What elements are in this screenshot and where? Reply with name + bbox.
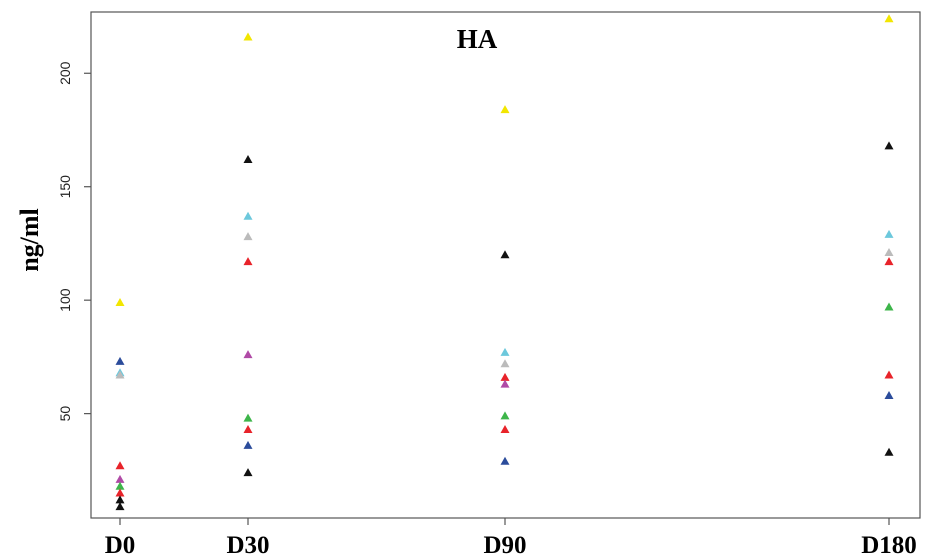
data-point-triangle [243,468,253,477]
data-point-triangle [115,370,125,379]
data-point-triangle [884,257,894,266]
data-point-triangle [884,229,894,238]
data-point-triangle [115,488,125,497]
data-point-triangle [884,390,894,399]
data-point-triangle [243,413,253,422]
data-point-triangle [115,297,125,306]
y-tick-label: 100 [57,288,73,312]
data-points [115,14,894,511]
data-point-triangle [115,502,125,511]
x-tick-label: D30 [226,532,269,559]
y-tick-label: 150 [57,175,73,199]
data-point-triangle [884,302,894,311]
data-point-triangle [115,461,125,470]
data-point-triangle [884,14,894,23]
data-point-triangle [243,232,253,241]
chart-title: HA [457,24,498,54]
data-point-triangle [243,154,253,163]
data-point-triangle [115,356,125,365]
data-point-triangle [243,350,253,359]
data-point-triangle [243,211,253,220]
data-point-triangle [500,411,510,420]
data-point-triangle [500,250,510,259]
data-point-triangle [500,372,510,381]
data-point-triangle [243,32,253,41]
data-point-triangle [500,347,510,356]
data-point-triangle [500,379,510,388]
y-axis-label: ng/ml [15,208,44,272]
x-tick-label: D180 [861,532,917,559]
data-point-triangle [115,495,125,504]
data-point-triangle [243,440,253,449]
y-axis: 50 100 150 200 [57,61,91,421]
x-tick-label: D0 [105,532,136,559]
data-point-triangle [884,141,894,150]
data-point-triangle [500,425,510,434]
data-point-triangle [884,248,894,257]
x-axis: D0 D30 D90 D180 [105,518,917,559]
y-tick-label: 200 [57,61,73,85]
y-tick-label: 50 [57,406,73,422]
data-point-triangle [115,481,125,490]
data-point-triangle [500,105,510,114]
x-tick-label: D90 [483,532,526,559]
data-point-triangle [884,370,894,379]
data-point-triangle [500,359,510,368]
data-point-triangle [115,474,125,483]
data-point-triangle [500,456,510,465]
data-point-triangle [243,257,253,266]
data-point-triangle [243,425,253,434]
data-point-triangle [884,447,894,456]
plot-frame [90,11,921,519]
